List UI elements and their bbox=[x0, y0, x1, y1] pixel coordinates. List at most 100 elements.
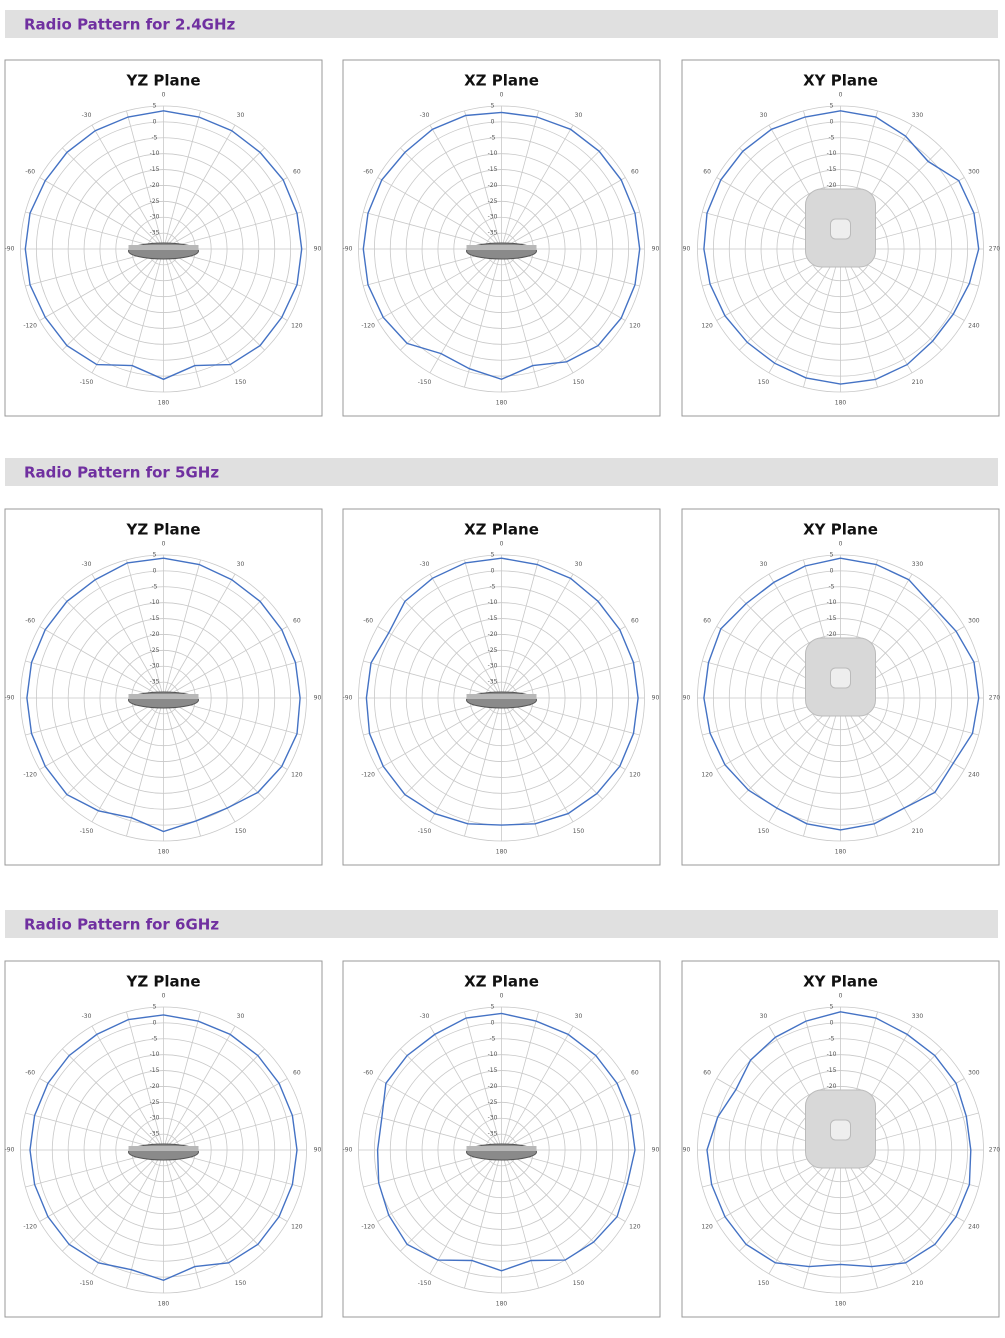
radial-tick-label: -15 bbox=[488, 166, 498, 173]
radial-tick-label: -10 bbox=[150, 150, 160, 157]
grid-spoke bbox=[768, 697, 841, 823]
angle-tick-label: -120 bbox=[361, 772, 375, 779]
grid-spoke bbox=[768, 248, 841, 374]
radial-tick-label: -10 bbox=[150, 1051, 160, 1058]
grid-spoke bbox=[25, 211, 164, 250]
angle-tick-label: -30 bbox=[420, 561, 430, 568]
grid-spoke bbox=[501, 1025, 574, 1151]
grid-spoke bbox=[163, 124, 236, 250]
angle-tick-label: -60 bbox=[363, 1070, 373, 1077]
radial-tick-label: -35 bbox=[488, 230, 498, 237]
angle-tick-label: 150 bbox=[758, 1280, 770, 1287]
radial-tick-label: -35 bbox=[488, 1131, 498, 1138]
grid-spoke bbox=[429, 573, 502, 699]
device-detail bbox=[466, 694, 537, 699]
radial-tick-label: -20 bbox=[488, 182, 498, 189]
grid-spoke bbox=[163, 248, 201, 388]
grid-spoke bbox=[400, 596, 502, 699]
angle-tick-label: 30 bbox=[575, 1013, 583, 1020]
angle-tick-label: 0 bbox=[162, 993, 166, 1000]
radial-tick-label: -15 bbox=[827, 166, 837, 173]
angle-tick-label: 30 bbox=[237, 561, 245, 568]
angle-tick-label: 180 bbox=[158, 1301, 170, 1308]
radial-tick-label: -5 bbox=[829, 134, 835, 141]
radial-tick-label: -20 bbox=[150, 631, 160, 638]
grid-spoke bbox=[501, 697, 603, 800]
radial-tick-label: -15 bbox=[488, 615, 498, 622]
angle-tick-label: 90 bbox=[683, 1147, 691, 1154]
chart-title: YZ Plane bbox=[125, 973, 200, 991]
grid-spoke bbox=[163, 1149, 201, 1289]
grid-spoke bbox=[840, 697, 913, 823]
grid-spoke bbox=[25, 1112, 164, 1151]
grid-spoke bbox=[377, 248, 502, 321]
radial-tick-label: 5 bbox=[491, 103, 495, 110]
grid-spoke bbox=[501, 248, 626, 321]
grid-spoke bbox=[163, 1149, 236, 1275]
radial-tick-label: -30 bbox=[488, 663, 498, 670]
grid-spoke bbox=[163, 110, 201, 250]
angle-tick-label: 30 bbox=[760, 112, 768, 119]
angle-tick-label: -150 bbox=[418, 1280, 432, 1287]
grid-spoke bbox=[363, 1112, 502, 1151]
angle-tick-label: 30 bbox=[575, 112, 583, 119]
radial-tick-label: -5 bbox=[829, 1035, 835, 1042]
angle-tick-label: 330 bbox=[912, 561, 924, 568]
angle-tick-label: -30 bbox=[82, 1013, 92, 1020]
angle-tick-label: 90 bbox=[652, 1147, 660, 1154]
grid-spoke bbox=[163, 1048, 265, 1151]
pattern-line bbox=[706, 1011, 972, 1268]
grid-spoke bbox=[39, 1149, 164, 1222]
radial-tick-label: 0 bbox=[491, 1019, 495, 1026]
angle-tick-label: 30 bbox=[760, 1013, 768, 1020]
radial-tick-label: -20 bbox=[150, 1083, 160, 1090]
radial-tick-label: -15 bbox=[488, 1067, 498, 1074]
radial-tick-label: -30 bbox=[150, 663, 160, 670]
angle-tick-label: 240 bbox=[968, 772, 980, 779]
radial-tick-label: -10 bbox=[488, 1051, 498, 1058]
grid-spoke bbox=[501, 1149, 603, 1252]
radial-tick-label: 5 bbox=[153, 1004, 157, 1011]
grid-spoke bbox=[163, 1149, 288, 1222]
grid-spoke bbox=[429, 1025, 502, 1151]
grid-spoke bbox=[501, 147, 603, 250]
grid-spoke bbox=[501, 110, 539, 250]
grid-spoke bbox=[163, 1011, 201, 1151]
radial-tick-label: -30 bbox=[488, 1115, 498, 1122]
angle-tick-label: -120 bbox=[23, 772, 37, 779]
grid-spoke bbox=[377, 626, 502, 699]
radial-tick-label: -35 bbox=[150, 1131, 160, 1138]
angle-tick-label: 270 bbox=[989, 1147, 1001, 1154]
radial-tick-label: 5 bbox=[830, 1004, 834, 1011]
pattern-line bbox=[26, 557, 301, 833]
angle-tick-label: 120 bbox=[701, 323, 713, 330]
angle-tick-label: -60 bbox=[25, 618, 35, 625]
angle-tick-label: 60 bbox=[293, 618, 301, 625]
grid-spoke bbox=[400, 1149, 502, 1252]
radial-tick-label: 5 bbox=[153, 552, 157, 559]
grid-spoke bbox=[501, 626, 626, 699]
angle-tick-label: -90 bbox=[343, 695, 353, 702]
grid-spoke bbox=[126, 559, 164, 699]
angle-tick-label: 180 bbox=[835, 849, 847, 856]
radial-tick-label: -5 bbox=[829, 583, 835, 590]
grid-spoke bbox=[501, 697, 626, 770]
grid-spoke bbox=[62, 147, 164, 250]
angle-tick-label: -60 bbox=[25, 169, 35, 176]
device-detail bbox=[466, 1146, 537, 1151]
grid-spoke bbox=[163, 248, 236, 374]
section-header bbox=[5, 910, 998, 938]
grid-spoke bbox=[91, 124, 164, 250]
angle-tick-label: -60 bbox=[363, 169, 373, 176]
angle-tick-label: 0 bbox=[839, 92, 843, 99]
angle-tick-label: 150 bbox=[573, 828, 585, 835]
angle-tick-label: -30 bbox=[420, 112, 430, 119]
grid-spoke bbox=[163, 177, 288, 250]
grid-spoke bbox=[501, 660, 640, 699]
chart-title: YZ Plane bbox=[125, 521, 200, 539]
angle-tick-label: 240 bbox=[968, 1224, 980, 1231]
grid-spoke bbox=[840, 1149, 878, 1289]
grid-spoke bbox=[464, 248, 502, 388]
grid-spoke bbox=[363, 660, 502, 699]
grid-spoke bbox=[803, 1149, 841, 1289]
